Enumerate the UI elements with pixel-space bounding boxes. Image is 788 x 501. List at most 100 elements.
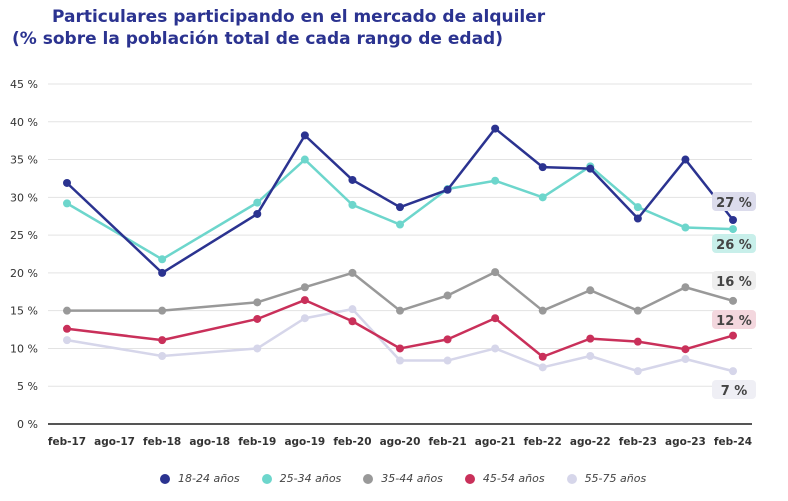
data-point [63,336,71,345]
end-label-bg [712,271,756,290]
x-tick-label: feb-17 [48,436,86,448]
data-point [729,296,737,305]
legend-label: 55-75 años [584,472,647,485]
legend-label: 45-54 años [482,472,545,485]
data-point [538,193,547,202]
data-point [396,220,404,229]
data-point [586,334,595,343]
x-tick-label: ago-23 [665,436,706,448]
data-point [158,336,167,345]
data-point [633,203,642,212]
y-tick-label: 30 % [10,191,38,204]
data-point [491,314,500,323]
data-point [253,344,262,353]
data-point [396,356,404,365]
x-tick-label: feb-18 [143,436,181,448]
data-point [348,175,357,184]
data-point [681,223,690,232]
x-tick-label: ago-21 [475,436,516,448]
legend-swatch [566,473,577,484]
data-point [348,268,357,277]
data-point [348,305,357,314]
x-tick-label: feb-22 [524,436,562,448]
data-point [443,185,452,194]
data-point [63,199,71,208]
data-point [63,178,71,187]
series-line [67,270,734,312]
end-value-label: 12 % [716,314,752,329]
data-point [538,363,547,372]
data-point [538,306,547,315]
x-tick-label: ago-19 [284,436,325,448]
data-point [158,268,167,277]
data-point [396,306,404,315]
data-point [348,200,357,209]
data-point [586,352,595,360]
line-chart: 0 % 5 % 10 % 15 % 20 % 25 % 30 % 35 % 40 % 45 % fe… [10,78,756,448]
data-point [253,314,262,323]
end-label-bg [712,380,756,399]
data-point [253,198,262,207]
data-point [538,163,547,172]
data-point [681,283,690,292]
legend: 18-24 años 25-34 años 35-44 años 45-54 años… [160,472,646,485]
x-tick-label: ago-20 [380,436,421,448]
y-tick-label: 5 % [17,380,38,393]
data-point [158,306,167,315]
x-tick-label: ago-22 [570,436,611,448]
data-point [491,176,500,185]
data-point [443,335,452,344]
data-point [396,344,404,353]
x-tick-label: feb-23 [619,436,657,448]
data-point [633,337,642,346]
data-point [300,283,309,292]
data-point [633,306,642,315]
y-tick-label: 10 % [10,342,38,355]
end-value-label: 7 % [721,384,748,399]
data-point [63,324,71,333]
data-point [586,164,595,173]
legend-label: 18-24 años [178,472,240,485]
data-point [300,131,309,140]
data-point [491,344,500,353]
data-point [681,155,690,164]
legend-item: 55-75 años [566,472,647,485]
chart-title: Particulares participando en el mercado … [52,7,546,27]
data-point [681,355,690,364]
y-tick-label: 0 % [17,418,38,431]
legend-label: 25-34 años [279,472,342,485]
data-point [681,345,690,354]
legend-item: 18-24 años [160,472,240,485]
data-point [300,296,309,305]
legend-item: 25-34 años [261,472,342,485]
data-point [443,291,452,300]
y-tick-label: 15 % [10,305,38,318]
x-tick-label: ago-17 [94,436,135,448]
end-value-label: 27 % [716,196,752,211]
legend-item: 35-44 años [363,472,443,485]
data-point [300,314,309,323]
x-tick-label: feb-20 [333,436,371,448]
chart-subtitle: (% sobre la población total de cada rang… [12,29,503,49]
data-point [491,124,500,133]
x-tick-label: feb-24 [714,436,752,448]
end-label-bg [712,192,756,211]
x-tick-label: feb-19 [238,436,276,448]
legend-item: 45-54 años [464,472,545,485]
data-point [633,367,642,376]
legend-label: 35-44 años [381,472,443,485]
y-tick-label: 20 % [10,267,38,280]
end-value-label: 16 % [716,275,752,290]
end-label-bg [712,234,756,253]
data-point [158,255,167,264]
data-point [729,331,737,340]
data-point [158,352,167,360]
series-line [66,127,734,275]
data-point [253,298,262,307]
data-point [443,356,452,365]
data-point [300,155,309,164]
data-point [63,306,71,315]
data-point [729,216,737,224]
data-point [586,286,595,295]
data-point [538,352,547,361]
